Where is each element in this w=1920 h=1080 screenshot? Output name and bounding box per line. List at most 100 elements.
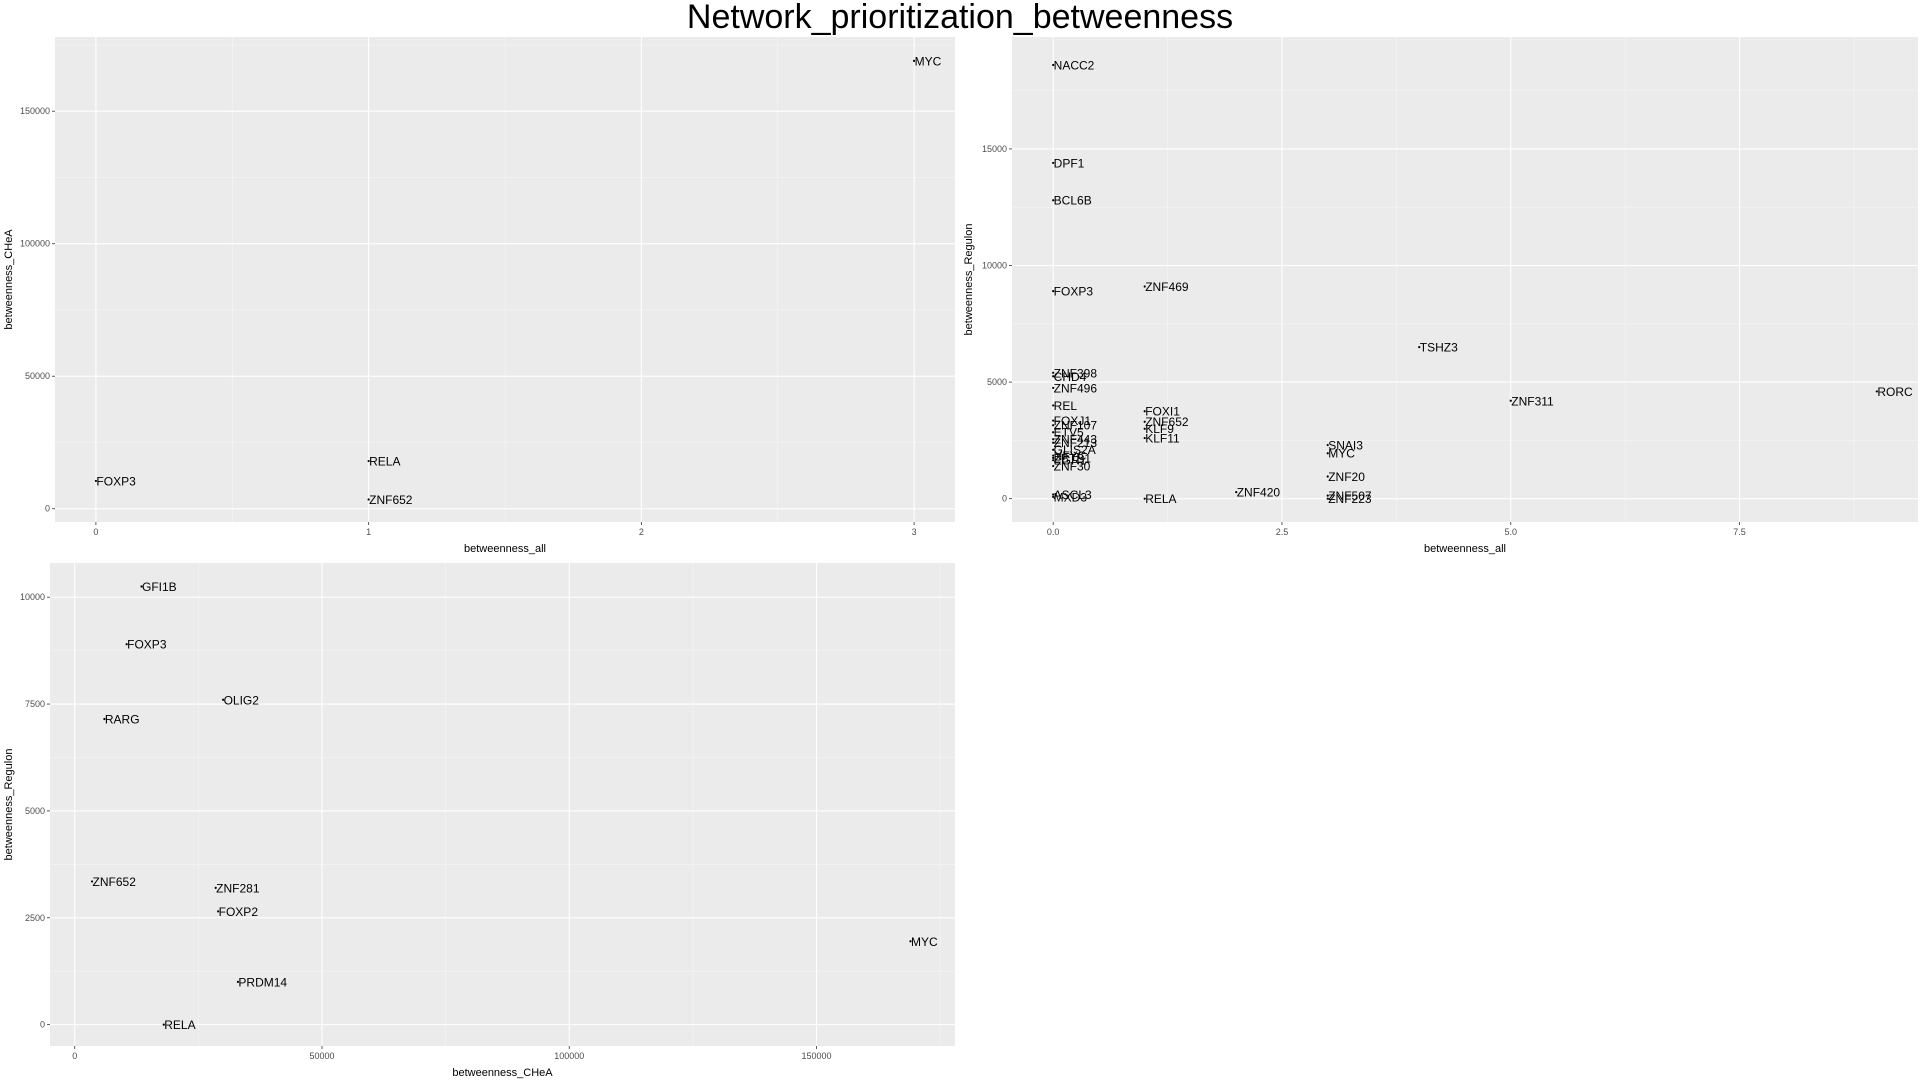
data-point	[1509, 399, 1512, 402]
data-point-label: PRDM14	[238, 975, 287, 989]
data-point	[90, 880, 94, 883]
data-point	[367, 459, 370, 463]
x-tick-label: 50000	[309, 1051, 334, 1061]
data-point	[1052, 386, 1055, 390]
data-point-label: TSHZ3	[1420, 341, 1458, 355]
data-point-label: FOXP3	[127, 638, 167, 652]
y-tick-label: 2500	[25, 913, 45, 923]
y-tick-label: 10000	[20, 592, 45, 602]
x-tick-label: 0	[93, 527, 98, 537]
data-point-label: DPF1	[1054, 156, 1085, 170]
data-point	[1052, 161, 1055, 165]
data-point	[1326, 452, 1329, 455]
data-point-label: RARG	[105, 713, 140, 727]
data-point	[1052, 371, 1055, 374]
data-point-label: ZNF652	[1145, 415, 1189, 429]
data-point	[103, 717, 106, 721]
y-tick-label: 0	[40, 1020, 45, 1030]
data-point-label: ZNF652	[369, 493, 413, 507]
data-point	[1052, 493, 1055, 496]
x-tick-label: 100000	[554, 1051, 584, 1061]
data-point-label: REL	[1054, 399, 1078, 413]
x-axis-label: betweenness_all	[464, 543, 546, 555]
data-point-label: RELA	[164, 1018, 195, 1032]
data-point	[214, 886, 217, 889]
y-tick-label: 7500	[25, 699, 45, 709]
data-point-label: FOXP2	[219, 905, 259, 919]
data-point	[1052, 375, 1055, 378]
data-point	[1052, 456, 1055, 459]
y-tick-label: 150000	[20, 106, 50, 116]
data-point-label: GFI1B	[142, 580, 177, 594]
page-title: Network_prioritization_betweenness	[686, 0, 1234, 36]
x-axis-label: betweenness_CHeA	[452, 1067, 553, 1079]
x-tick-label: 2	[639, 527, 644, 537]
data-point	[1418, 346, 1421, 349]
data-point-label: FOXJ1	[1054, 414, 1092, 428]
data-point-label: ZNF107	[1054, 419, 1098, 433]
data-point-label: NACC2	[1054, 58, 1095, 72]
data-point	[1143, 436, 1146, 440]
data-point-label: ZNF213	[1054, 436, 1098, 450]
data-point-label: MXD3	[1054, 490, 1088, 504]
data-point	[1052, 454, 1055, 457]
data-point-label: EGR1	[1054, 454, 1087, 468]
x-tick-label: 0	[72, 1051, 77, 1061]
data-point-label: ZNF311	[1511, 394, 1554, 408]
data-point	[1143, 497, 1146, 500]
data-point-label: RORC	[1877, 385, 1913, 399]
scatter-panel-all-vs-chea: 0 1 2 3 0 50000 100000 150000 betweenness_all bet…	[3, 37, 955, 555]
data-point-label: NFYC	[1054, 449, 1087, 463]
data-point-label: ZNF443	[1054, 433, 1098, 447]
data-point-label: ZNF507	[1328, 489, 1372, 503]
data-point-label: ZNF20	[1328, 470, 1365, 484]
data-point-label: FOXI1	[1145, 405, 1180, 419]
data-point-label: ZNF281	[216, 881, 260, 895]
data-point-label: ZNF420	[1237, 486, 1281, 500]
x-tick-label: 0.0	[1047, 527, 1060, 537]
y-tick-label: 0	[1002, 494, 1007, 504]
data-point	[1052, 459, 1055, 462]
x-tick-label: 1	[366, 527, 371, 537]
data-point	[1052, 290, 1055, 293]
data-point	[1052, 448, 1055, 451]
data-point	[367, 498, 370, 501]
data-point-label: ZNF652	[93, 875, 137, 889]
y-tick-label: 50000	[25, 371, 50, 381]
data-point	[1052, 431, 1055, 434]
scatter-panel-chea-vs-regulon: 0 50000 100000 150000 0 2500 5000 7500 10000 betw…	[3, 563, 955, 1079]
data-point	[1052, 424, 1055, 427]
data-point	[1143, 420, 1146, 423]
data-point	[1052, 404, 1055, 407]
x-tick-label: 5.0	[1504, 527, 1517, 537]
data-point	[1875, 390, 1878, 393]
data-point-label: OLIG2	[224, 693, 260, 707]
data-point	[1052, 199, 1055, 202]
y-tick-label: 15000	[982, 144, 1007, 154]
data-point	[140, 585, 143, 588]
data-point-label: FOXP3	[1054, 285, 1094, 299]
data-point-label: GLIS2A	[1054, 443, 1096, 457]
data-point-label: ZBTB1	[1054, 451, 1092, 465]
data-point-label: MYC	[915, 54, 942, 68]
scatter-panel-all-vs-regulon: 0.0 2.5 5.0 7.5 0 5000 10000 15000 betweenness_a…	[963, 37, 1918, 555]
data-point	[1052, 441, 1055, 444]
data-point-label: ASCL3	[1054, 488, 1092, 502]
data-point	[94, 479, 98, 483]
y-tick-label: 100000	[20, 239, 50, 249]
data-point-label: ZNF30	[1054, 460, 1091, 474]
data-point	[221, 698, 225, 701]
data-point-label: BCL6B	[1054, 194, 1092, 208]
data-point	[1143, 410, 1146, 413]
data-point-label: CHD4	[1054, 370, 1087, 384]
data-point	[236, 980, 240, 983]
y-tick-label: 0	[45, 504, 50, 514]
y-axis-label: betweenness_Regulon	[963, 224, 975, 336]
x-tick-label: 2.5	[1276, 527, 1289, 537]
y-axis-label: betweenness_Regulon	[3, 749, 15, 861]
data-point	[217, 910, 220, 913]
data-point	[125, 643, 128, 646]
y-tick-label: 10000	[982, 261, 1007, 271]
x-axis-label: betweenness_all	[1424, 543, 1506, 555]
data-point	[1052, 438, 1055, 441]
